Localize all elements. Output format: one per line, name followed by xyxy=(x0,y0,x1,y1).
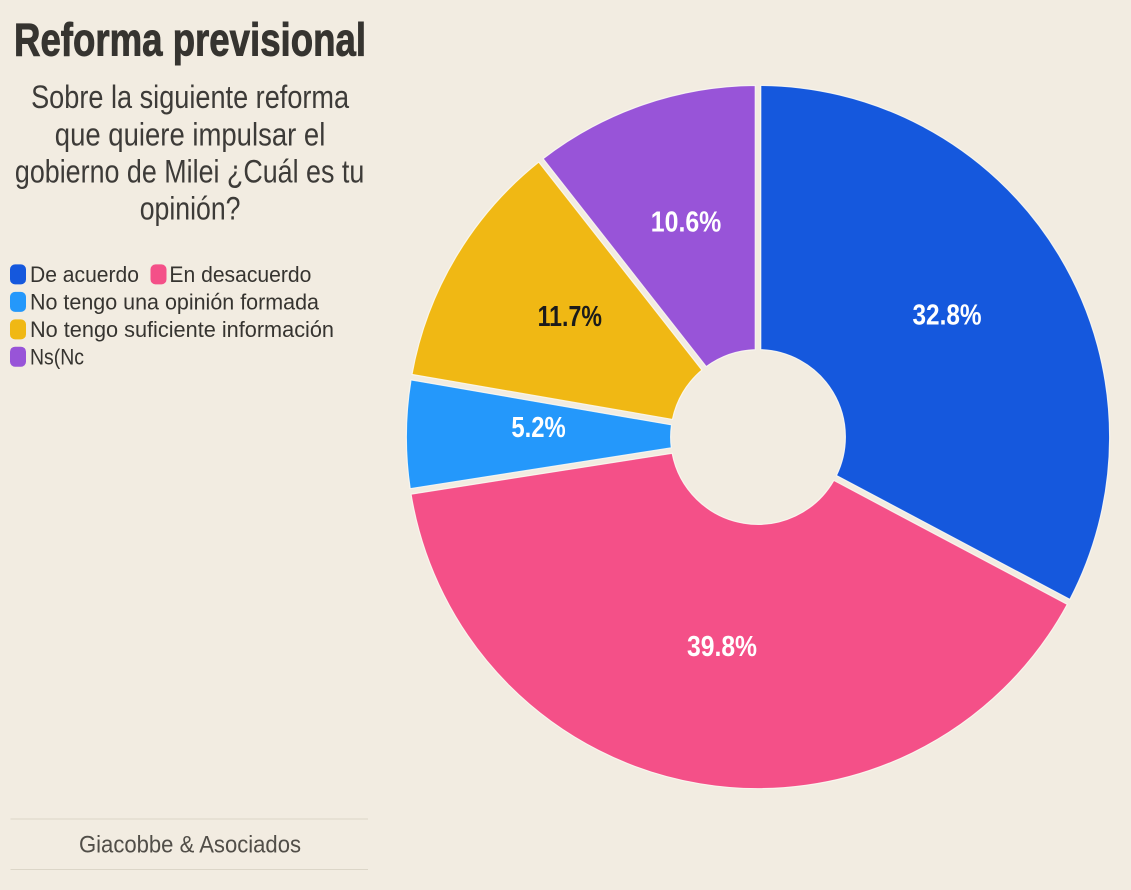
svg-text:5.2%: 5.2% xyxy=(511,412,565,444)
svg-text:39.8%: 39.8% xyxy=(687,631,757,663)
svg-text:opinión?: opinión? xyxy=(140,191,241,227)
svg-text:32.8%: 32.8% xyxy=(913,300,982,332)
svg-text:Giacobbe & Asociados: Giacobbe & Asociados xyxy=(79,831,301,858)
svg-text:En desacuerdo: En desacuerdo xyxy=(169,262,311,287)
svg-text:No tengo una opinión formada: No tengo una opinión formada xyxy=(30,290,320,315)
svg-text:No tengo suficiente informació: No tengo suficiente información xyxy=(30,317,334,342)
svg-text:Ns(Nc: Ns(Nc xyxy=(30,344,84,369)
svg-text:gobierno de Milei ¿Cuál es tu: gobierno de Milei ¿Cuál es tu xyxy=(15,154,364,190)
svg-text:Reforma previsional: Reforma previsional xyxy=(14,13,366,65)
svg-text:De acuerdo: De acuerdo xyxy=(30,262,139,287)
svg-text:que quiere impulsar el: que quiere impulsar el xyxy=(55,116,326,152)
svg-text:Sobre la siguiente reforma: Sobre la siguiente reforma xyxy=(31,79,349,115)
svg-text:11.7%: 11.7% xyxy=(538,301,602,333)
svg-text:10.6%: 10.6% xyxy=(651,207,722,239)
